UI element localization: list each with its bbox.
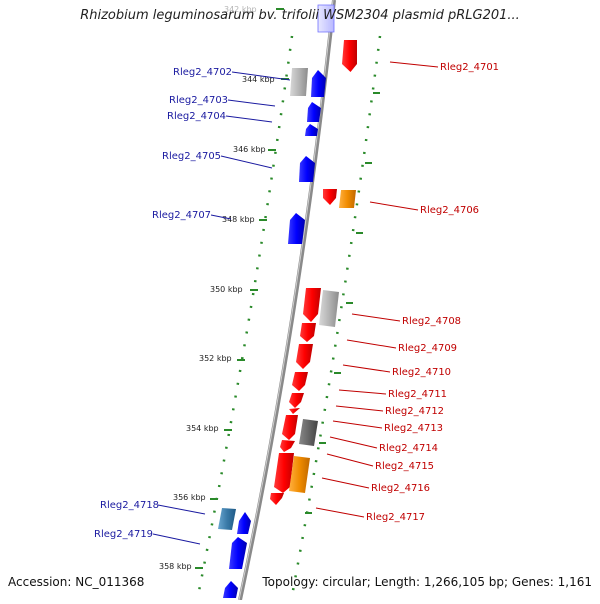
- gene-label-rleg2-4714[interactable]: Rleg2_4714: [379, 443, 438, 454]
- kbp-tick-label: 356 kbp: [173, 493, 206, 502]
- gene-label-rleg2-4712[interactable]: Rleg2_4712: [385, 406, 444, 417]
- gene-label-rleg2-4708[interactable]: Rleg2_4708: [402, 316, 461, 327]
- leader-line-rleg2-4711: [338, 389, 387, 395]
- leader-line-rleg2-4717: [315, 507, 365, 518]
- leader-line-rleg2-4705: [220, 155, 273, 169]
- gene-arrow-rleg2-4712[interactable]: [289, 393, 304, 408]
- gene-arrow-rleg2-4717[interactable]: [270, 493, 284, 505]
- gene-label-rleg2-4718[interactable]: Rleg2_4718: [100, 500, 159, 511]
- gene-label-rleg2-4719[interactable]: Rleg2_4719: [94, 529, 153, 540]
- gene-arrow-rleg2-4710[interactable]: [296, 344, 313, 369]
- gene-arrow-rleg2-4718-blue[interactable]: [237, 512, 251, 534]
- gene-label-rleg2-4711[interactable]: Rleg2_4711: [388, 389, 447, 400]
- leader-line-rleg2-4708: [351, 313, 401, 322]
- gene-arrow-rleg2-4708-red[interactable]: [303, 288, 321, 322]
- gene-label-rleg2-4709[interactable]: Rleg2_4709: [398, 343, 457, 354]
- gene-arrow-rleg2-4711[interactable]: [292, 372, 308, 391]
- kbp-tick-label: 350 kbp: [210, 285, 243, 294]
- leader-line-rleg2-4715: [326, 453, 374, 467]
- leader-line-rleg2-4712: [335, 405, 384, 412]
- gene-arrows: [218, 4, 357, 598]
- gene-arrow-rleg2-4701[interactable]: [342, 40, 357, 72]
- leader-line-rleg2-4716: [321, 477, 370, 489]
- leader-line-rleg2-4714: [329, 436, 378, 449]
- gene-label-rleg2-4716[interactable]: Rleg2_4716: [371, 483, 430, 494]
- gene-arrow-rleg2-4703-a[interactable]: [311, 70, 326, 97]
- gene-arrow-rleg2-4718[interactable]: [218, 508, 236, 530]
- gene-arrow-rleg2-4704[interactable]: [305, 124, 318, 136]
- left-gene-labels: Rleg2_4702 Rleg2_4703 Rleg2_4704 Rleg2_4…: [94, 67, 232, 540]
- leader-line-rleg2-4706: [369, 201, 419, 211]
- gene-label-rleg2-4703[interactable]: Rleg2_4703: [169, 95, 228, 106]
- leader-line-rleg2-4710: [342, 364, 391, 373]
- gene-arrow-rleg2-4706-red[interactable]: [323, 189, 337, 205]
- gene-arrow-rleg2-4713[interactable]: [299, 419, 318, 446]
- gene-arrow-rleg2-4705[interactable]: [299, 156, 315, 182]
- leader-line-rleg2-4709: [346, 339, 397, 349]
- kbp-ticks: 342 kbp 344 kbp 346 kbp 348 kbp 350 kbp …: [159, 5, 380, 571]
- leader-line-rleg2-4704: [225, 115, 273, 123]
- gene-arrow-rleg2-4712-small[interactable]: [289, 408, 300, 414]
- gene-arrow-rleg2-4714[interactable]: [280, 440, 295, 452]
- leader-line-rleg2-4713: [332, 420, 383, 429]
- gene-label-rleg2-4710[interactable]: Rleg2_4710: [392, 367, 451, 378]
- kbp-tick-label: 348 kbp: [222, 215, 255, 224]
- left-leader-lines: [152, 71, 291, 545]
- leader-line-rleg2-4707: [210, 214, 232, 220]
- kbp-tick-label: 342 kbp: [224, 5, 257, 14]
- kbp-tick-label: 354 kbp: [186, 424, 219, 433]
- gene-arrow-rleg2-4706[interactable]: [339, 190, 356, 208]
- gene-label-rleg2-4717[interactable]: Rleg2_4717: [366, 512, 425, 523]
- leader-line-rleg2-4703: [227, 99, 276, 107]
- kbp-tick-label: 352 kbp: [199, 354, 232, 363]
- gene-arrow-rleg2-4703[interactable]: [307, 102, 321, 122]
- gene-arrow-top[interactable]: [317, 4, 335, 33]
- gene-arrow-rleg2-4719[interactable]: [229, 537, 247, 569]
- right-leader-lines: [315, 61, 439, 518]
- leader-line-rleg2-4718: [157, 504, 206, 515]
- right-gene-labels: Rleg2_4701 Rleg2_4706 Rleg2_4708 Rleg2_4…: [366, 62, 499, 523]
- leader-line-rleg2-4701: [389, 61, 439, 68]
- gene-arrow-rleg2-4702[interactable]: [290, 68, 308, 96]
- accession-label: Accession: NC_011368: [8, 575, 145, 589]
- map-title: Rhizobium leguminosarum bv. trifolii WSM…: [80, 8, 520, 23]
- gene-label-rleg2-4706[interactable]: Rleg2_4706: [420, 205, 479, 216]
- gene-label-rleg2-4713[interactable]: Rleg2_4713: [384, 423, 443, 434]
- kbp-tick-label: 358 kbp: [159, 562, 192, 571]
- gene-label-rleg2-4701[interactable]: Rleg2_4701: [440, 62, 499, 73]
- gene-arrow-rleg2-4709[interactable]: [300, 323, 316, 342]
- leader-line-rleg2-4702: [231, 71, 291, 81]
- gene-arrow-rleg2-4715[interactable]: [274, 453, 294, 493]
- gene-arrow-rleg2-4707[interactable]: [288, 213, 305, 244]
- gene-label-rleg2-4702[interactable]: Rleg2_4702: [173, 67, 232, 78]
- gene-label-rleg2-4715[interactable]: Rleg2_4715: [375, 461, 434, 472]
- genome-summary: Topology: circular; Length: 1,266,105 bp…: [262, 575, 592, 589]
- gene-arrow-rleg2-4708[interactable]: [319, 290, 339, 327]
- gene-arrow-rleg2-4713-red[interactable]: [282, 415, 298, 440]
- leader-line-rleg2-4719: [152, 533, 201, 545]
- gene-label-rleg2-4704[interactable]: Rleg2_4704: [167, 111, 226, 122]
- gene-arrow-rleg2-4716[interactable]: [289, 456, 310, 493]
- kbp-tick-label: 346 kbp: [233, 145, 266, 154]
- kbp-tick-label: 344 kbp: [242, 75, 275, 84]
- gene-label-rleg2-4705[interactable]: Rleg2_4705: [162, 151, 221, 162]
- gene-arrow-bottom[interactable]: [223, 581, 238, 598]
- gene-label-rleg2-4707[interactable]: Rleg2_4707: [152, 210, 211, 221]
